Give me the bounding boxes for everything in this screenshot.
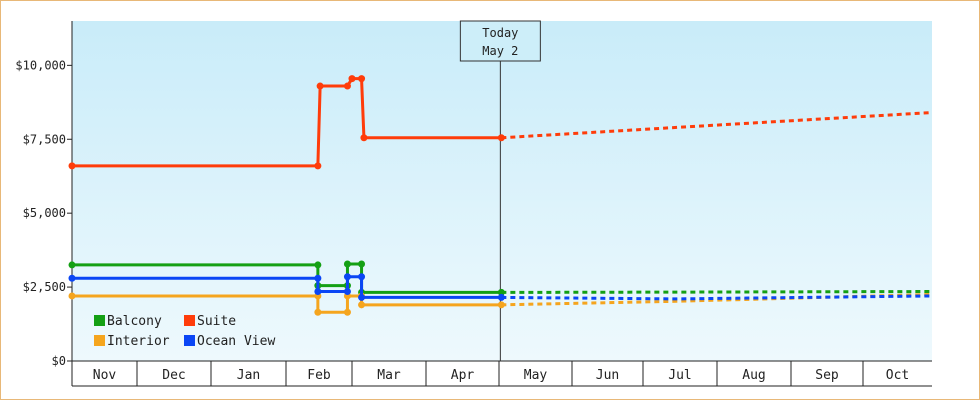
x-axis-ticks: Nov Dec Jan Feb Mar Apr May Jun Jul Aug Sep Oct xyxy=(71,361,909,386)
y-tick-label: $5,000 xyxy=(23,206,66,220)
x-tick-label: May xyxy=(524,368,548,383)
x-tick-label: Nov xyxy=(93,368,117,383)
y-tick-label: $0 xyxy=(52,354,66,368)
data-point-ocean-view xyxy=(314,288,322,296)
series-group xyxy=(68,75,930,316)
today-label: Today xyxy=(482,26,518,40)
data-point-suite xyxy=(316,82,324,90)
y-axis-ticks: $0 $2,500 $5,000 $7,500 $10,000 xyxy=(15,58,72,368)
x-tick-label: Aug xyxy=(742,368,765,383)
legend-swatch-balcony xyxy=(94,315,105,326)
legend-swatch-ocean-view xyxy=(184,335,195,346)
legend-label-suite: Suite xyxy=(197,314,236,329)
y-tick-label: $10,000 xyxy=(15,58,66,72)
data-point-suite xyxy=(358,75,366,83)
data-point-suite xyxy=(360,134,368,142)
legend-label-balcony: Balcony xyxy=(107,314,162,329)
data-point-suite xyxy=(314,162,322,170)
data-point-balcony xyxy=(358,260,366,268)
data-point-ocean-view xyxy=(68,274,76,282)
legend-label-ocean-view: Ocean View xyxy=(197,334,275,349)
x-tick-label: Jun xyxy=(596,368,619,383)
x-tick-label: Dec xyxy=(162,368,185,383)
today-date-label: May 2 xyxy=(482,44,518,58)
x-tick-label: Oct xyxy=(886,368,909,383)
data-point-suite xyxy=(343,82,351,90)
today-marker: Today May 2 xyxy=(459,20,541,361)
data-point-balcony xyxy=(68,261,76,269)
plot-area xyxy=(72,21,932,361)
data-point-balcony xyxy=(343,260,351,268)
forecast-line-balcony xyxy=(501,290,930,294)
data-point-ocean-view xyxy=(314,274,322,282)
x-tick-label: Sep xyxy=(815,368,839,383)
legend-swatch-suite xyxy=(184,315,195,326)
data-point-suite xyxy=(68,162,76,170)
x-tick-label: Feb xyxy=(307,368,331,383)
data-point-ocean-view xyxy=(358,293,366,301)
y-tick-label: $2,500 xyxy=(23,280,66,294)
data-point-interior xyxy=(68,292,76,300)
series-ocean-view xyxy=(68,273,930,301)
data-point-interior xyxy=(314,308,322,316)
data-point-interior xyxy=(343,308,351,316)
x-tick-label: Mar xyxy=(377,368,401,383)
data-point-ocean-view xyxy=(343,288,351,296)
x-tick-label: Jan xyxy=(237,368,260,383)
data-point-interior xyxy=(358,301,366,309)
data-point-suite xyxy=(348,75,356,83)
x-tick-label: Apr xyxy=(451,368,475,383)
data-point-balcony xyxy=(314,261,322,269)
forecast-line-suite xyxy=(501,111,930,140)
legend-swatch-interior xyxy=(94,335,105,346)
axes xyxy=(71,21,932,387)
legend: Balcony Suite Interior Ocean View xyxy=(94,314,275,349)
y-tick-label: $7,500 xyxy=(23,132,66,146)
x-tick-label: Jul xyxy=(668,368,691,383)
forecast-line-ocean-view xyxy=(501,294,930,301)
legend-label-interior: Interior xyxy=(107,334,170,349)
data-point-ocean-view xyxy=(343,273,351,281)
series-line-suite xyxy=(72,77,502,168)
today-label-box xyxy=(459,20,541,62)
data-point-ocean-view xyxy=(358,273,366,281)
series-suite xyxy=(68,75,930,170)
